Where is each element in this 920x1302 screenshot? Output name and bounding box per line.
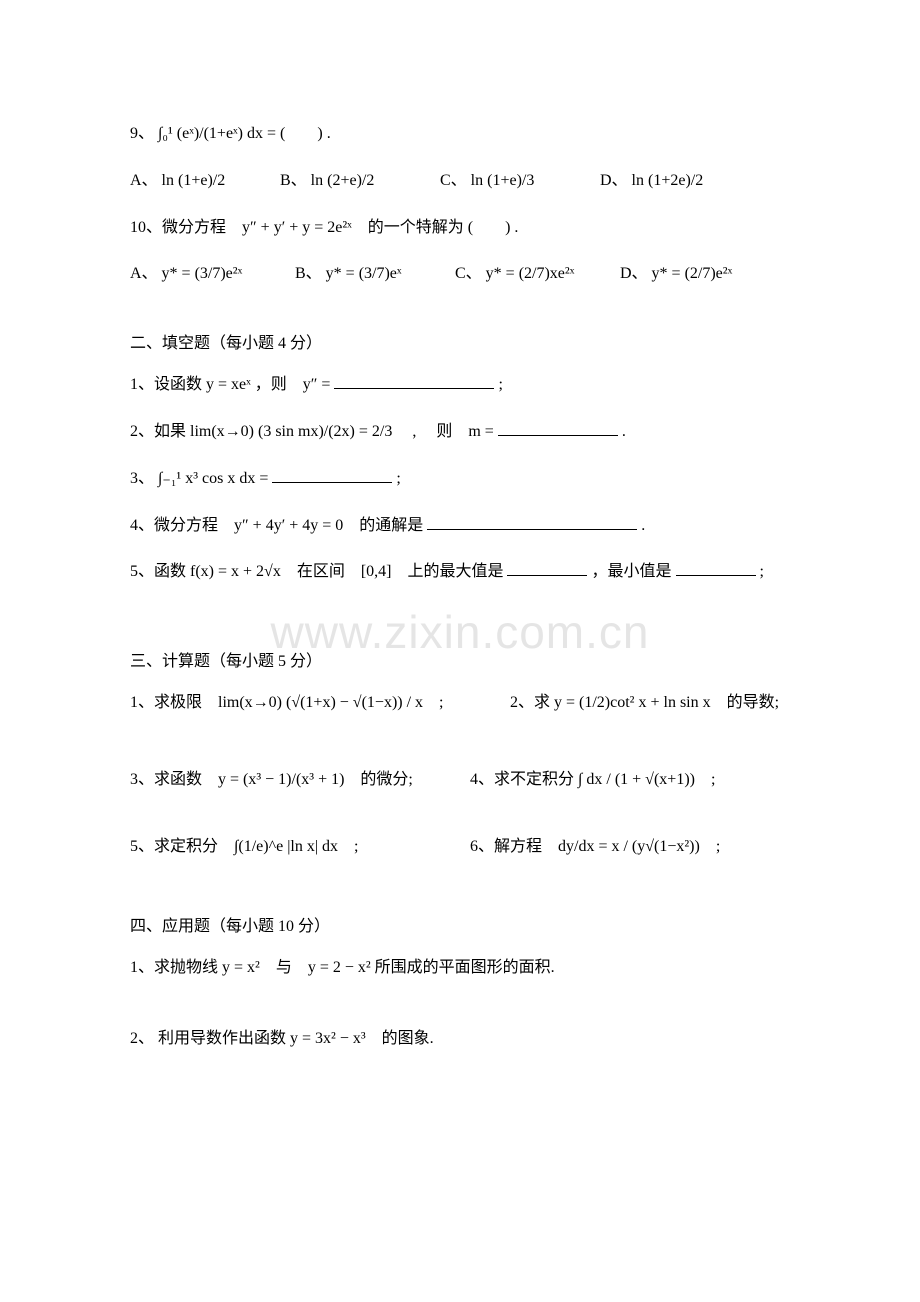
sec2-title: 二、填空题（每小题 4 分） (130, 329, 790, 353)
sec3-q1: 1、求极限 lim(x→0) (√(1+x) − √(1−x)) / x ; (130, 689, 510, 718)
blank (272, 467, 392, 483)
q9-math: ∫₀¹ (eˣ)/(1+eˣ) dx = ( ) . (158, 125, 331, 142)
q9-options: A、 ln (1+e)/2 B、 ln (2+e)/2 C、 ln (1+e)/… (130, 167, 790, 196)
q10-optC: C、 y* = (2/7)xe²ˣ (455, 260, 620, 289)
sec2-q5b: ，最小值是 (591, 563, 671, 580)
sec2-q2-text: 2、如果 lim(x→0) (3 sin mx)/(2x) = 2/3 , 则 … (130, 423, 498, 440)
q10-optA: A、 y* = (3/7)e²ˣ (130, 260, 295, 289)
sec3-row1: 1、求极限 lim(x→0) (√(1+x) − √(1−x)) / x ; 2… (130, 689, 790, 718)
sec2-q2: 2、如果 lim(x→0) (3 sin mx)/(2x) = 2/3 , 则 … (130, 418, 790, 447)
sec4-title: 四、应用题（每小题 10 分） (130, 912, 790, 936)
q9-optD: D、 ln (1+2e)/2 (600, 167, 703, 196)
sec2-q5: 5、函数 f(x) = x + 2√x 在区间 [0,4] 上的最大值是 ，最小… (130, 558, 790, 587)
sec3-title: 三、计算题（每小题 5 分） (130, 647, 790, 671)
q10-stem: 10、微分方程 y″ + y′ + y = 2e²ˣ 的一个特解为 ( ) . (130, 214, 790, 243)
sec2-q4: 4、微分方程 y″ + 4y′ + 4y = 0 的通解是 . (130, 512, 790, 541)
blank (334, 373, 494, 389)
sec3-row2: 3、求函数 y = (x³ − 1)/(x³ + 1) 的微分; 4、求不定积分… (130, 766, 790, 795)
sec3-q5: 5、求定积分 ∫(1/e)^e |ln x| dx ; (130, 833, 470, 862)
blank (498, 420, 618, 436)
q9-optB: B、 ln (2+e)/2 (280, 167, 440, 196)
sec3-q6: 6、解方程 dy/dx = x / (y√(1−x²)) ; (470, 833, 720, 862)
sec4-q2: 2、 利用导数作出函数 y = 3x² − x³ 的图象. (130, 1025, 790, 1054)
sec2-q3: 3、 ∫₋₁¹ x³ cos x dx = ; (130, 465, 790, 494)
blank (507, 560, 587, 576)
sec2-q3-end: ; (396, 470, 400, 487)
sec3-q4: 4、求不定积分 ∫ dx / (1 + √(x+1)) ; (470, 766, 715, 795)
sec3-row3: 5、求定积分 ∫(1/e)^e |ln x| dx ; 6、解方程 dy/dx … (130, 833, 790, 862)
sec2-q3-text: 3、 ∫₋₁¹ x³ cos x dx = (130, 470, 272, 487)
blank (427, 514, 637, 530)
blank (676, 560, 756, 576)
sec2-q1-text: 1、设函数 y = xeˣ ，则 y″ = (130, 376, 334, 393)
q9-text: 9、 (130, 125, 154, 142)
q9-stem: 9、 ∫₀¹ (eˣ)/(1+eˣ) dx = ( ) . (130, 120, 790, 149)
sec2-q1-end: ; (498, 376, 502, 393)
sec4-q1: 1、求抛物线 y = x² 与 y = 2 − x² 所围成的平面图形的面积. (130, 954, 790, 983)
sec2-q5-end: ; (760, 563, 764, 580)
sec3-q3: 3、求函数 y = (x³ − 1)/(x³ + 1) 的微分; (130, 766, 470, 795)
q10-optD: D、 y* = (2/7)e²ˣ (620, 260, 732, 289)
q10-options: A、 y* = (3/7)e²ˣ B、 y* = (3/7)eˣ C、 y* =… (130, 260, 790, 289)
sec2-q2-end: . (622, 423, 626, 440)
sec3-q2: 2、求 y = (1/2)cot² x + ln sin x 的导数; (510, 689, 779, 718)
sec2-q4-end: . (641, 517, 645, 534)
q9-optA: A、 ln (1+e)/2 (130, 167, 280, 196)
sec2-q4-text: 4、微分方程 y″ + 4y′ + 4y = 0 的通解是 (130, 517, 423, 534)
sec2-q5a: 5、函数 f(x) = x + 2√x 在区间 [0,4] 上的最大值是 (130, 563, 503, 580)
q10-optB: B、 y* = (3/7)eˣ (295, 260, 455, 289)
q9-optC: C、 ln (1+e)/3 (440, 167, 600, 196)
sec2-q1: 1、设函数 y = xeˣ ，则 y″ = ; (130, 371, 790, 400)
